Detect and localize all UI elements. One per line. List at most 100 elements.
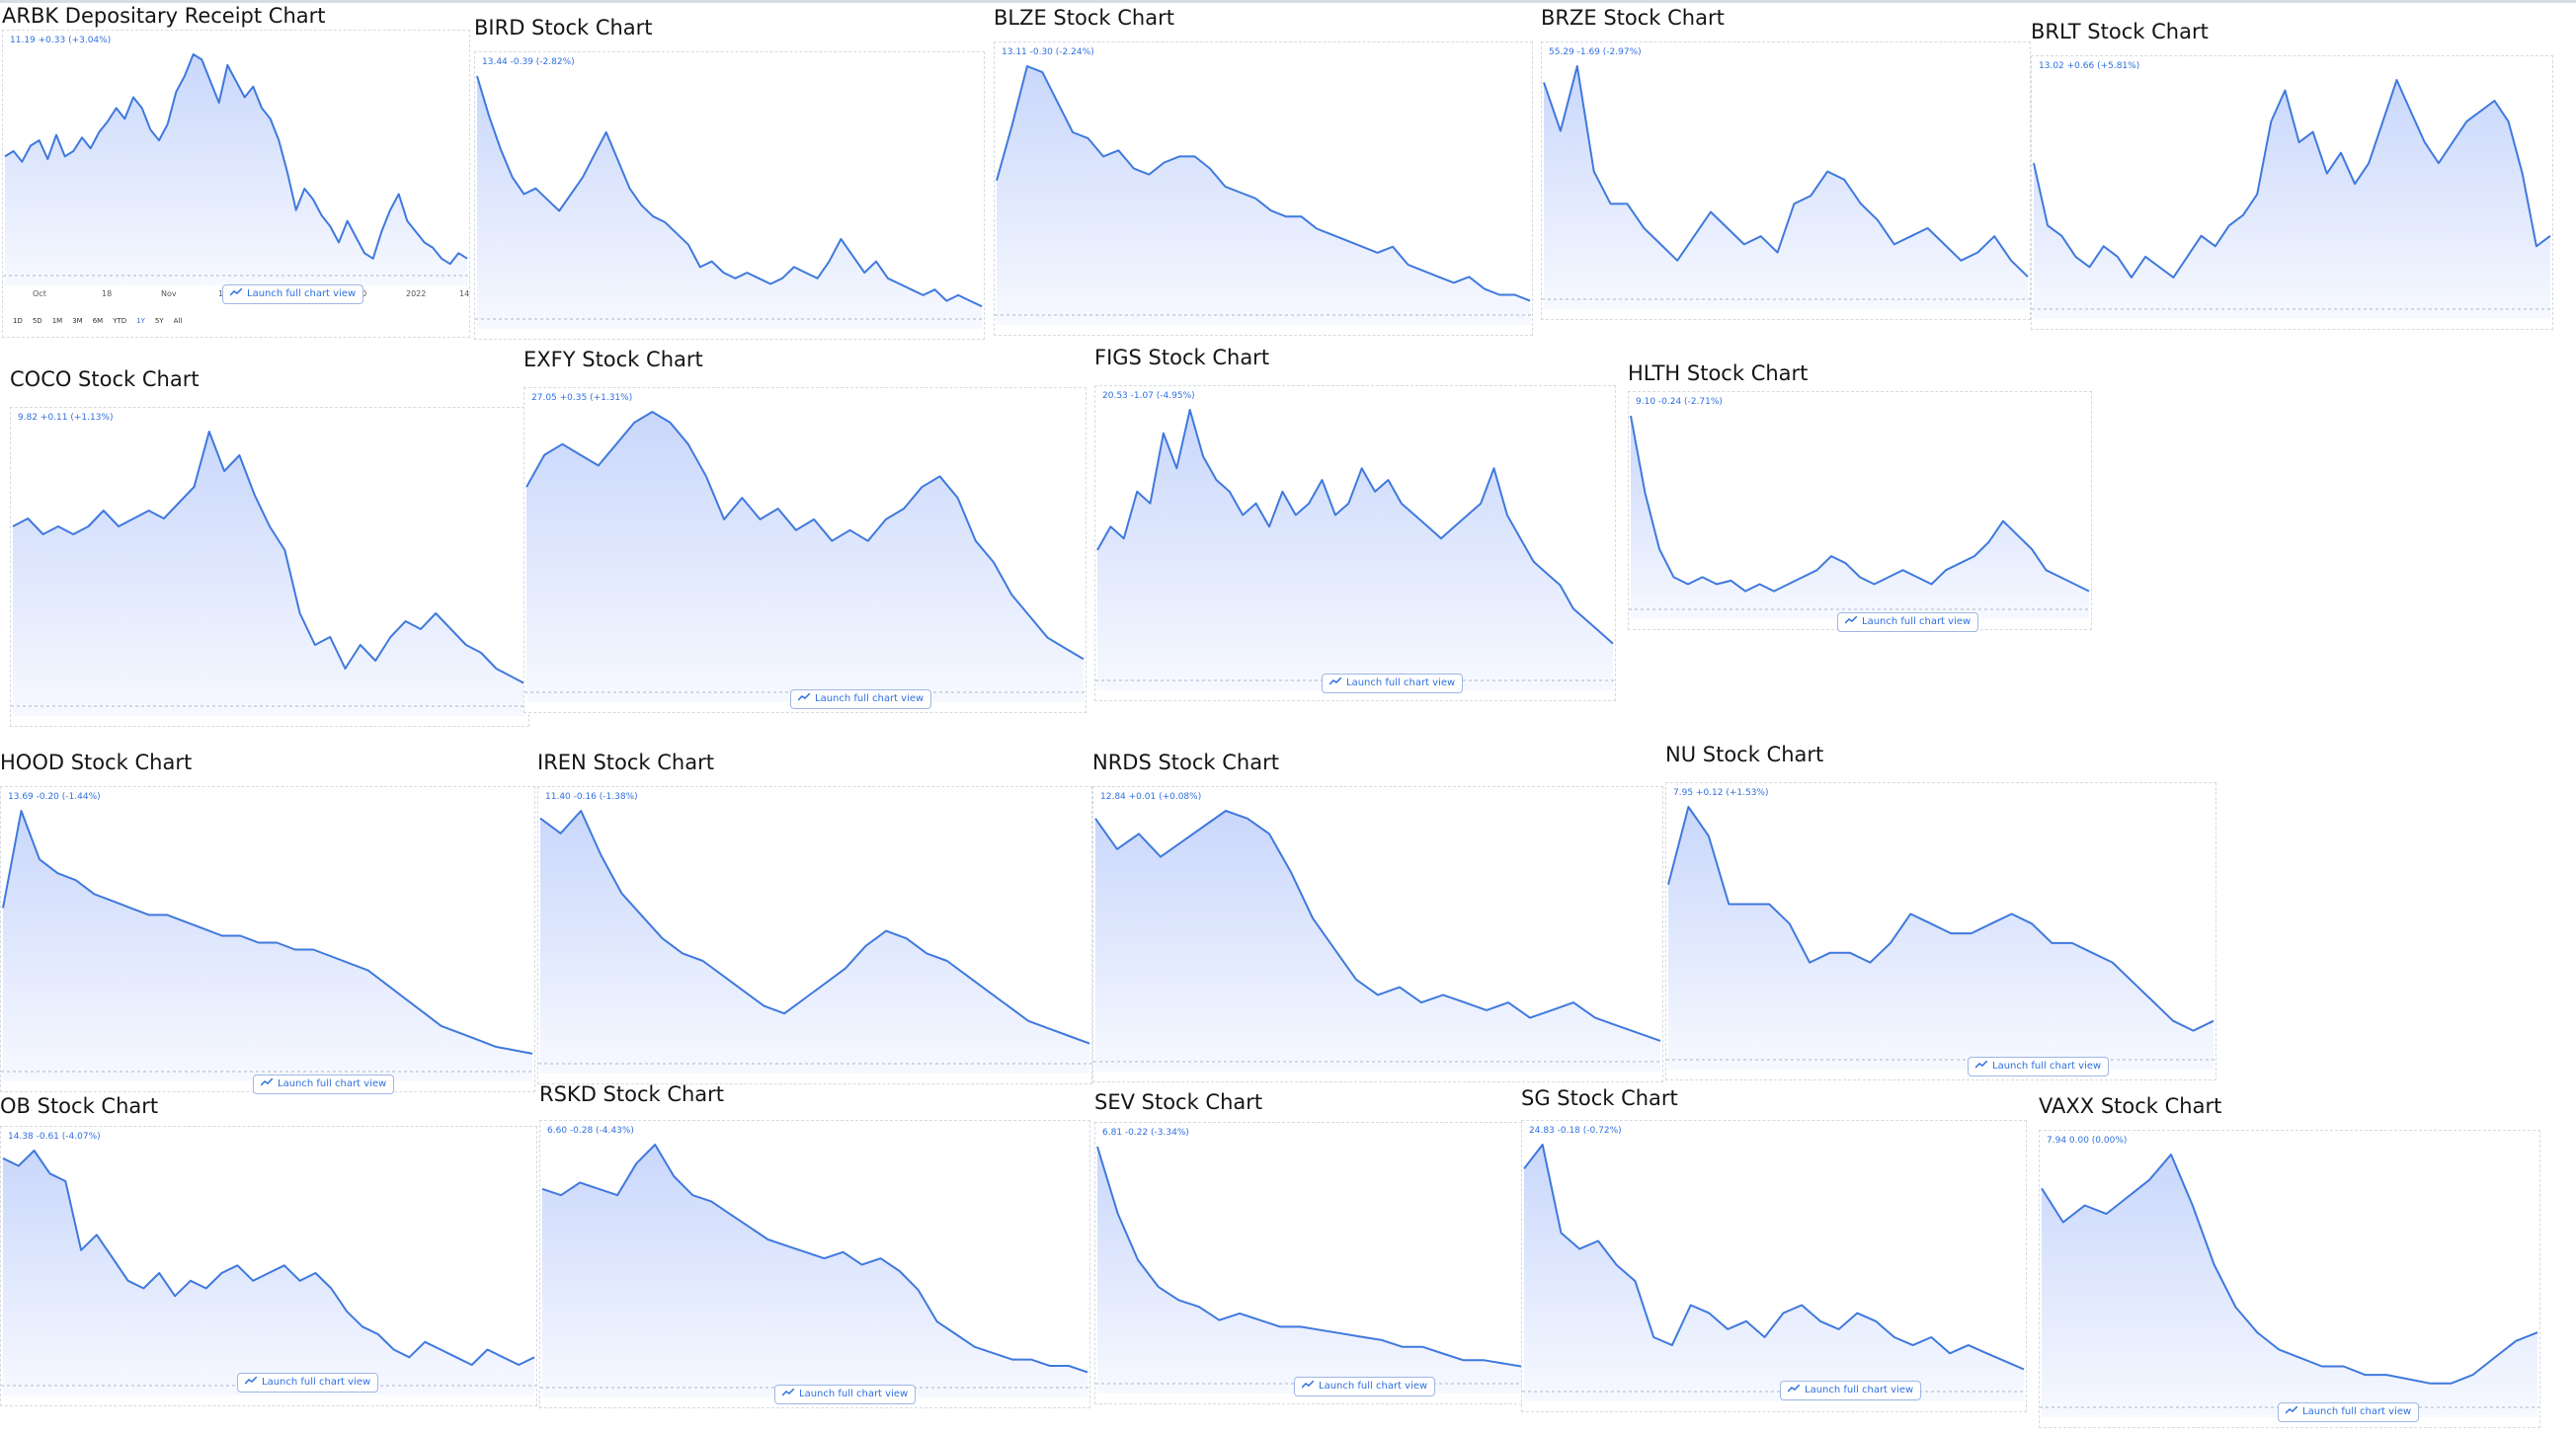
launch-full-chart-button[interactable]: Launch full chart view <box>1322 674 1464 693</box>
price-area-fill <box>540 811 1089 1074</box>
price-chart <box>524 411 1086 702</box>
chart-area[interactable]: 6.60 -0.28 (-4.43%) <box>539 1120 1090 1408</box>
price-line <box>996 65 1531 302</box>
launch-button-label: Launch full chart view <box>1346 677 1456 688</box>
price-area-fill <box>1095 811 1660 1072</box>
price-quote: 55.29 -1.69 (-2.97%) <box>1549 47 1642 57</box>
price-chart <box>2040 1154 2539 1417</box>
price-quote: 12.84 +0.01 (+0.08%) <box>1100 792 1202 802</box>
price-quote: 13.44 -0.39 (-2.82%) <box>482 57 575 67</box>
chart-title: SG Stock Chart <box>1521 1086 1678 1110</box>
price-area-fill <box>1097 1147 1524 1394</box>
range-selector: 1D 5D 1M 3M 6M YTD 1Y 5Y All <box>13 317 192 325</box>
price-quote: 24.83 -0.18 (-0.72%) <box>1529 1126 1622 1136</box>
launch-button-label: Launch full chart view <box>799 1389 909 1399</box>
price-area-fill <box>1668 807 2214 1070</box>
price-area-fill <box>1097 410 1613 690</box>
chart-area[interactable]: 12.84 +0.01 (+0.08%) <box>1092 786 1663 1082</box>
range-button-3m[interactable]: 3M <box>72 317 83 325</box>
range-button-5y[interactable]: 5Y <box>154 317 164 325</box>
chart-title: HOOD Stock Chart <box>0 751 193 774</box>
price-chart <box>1095 409 1615 690</box>
price-area-fill <box>2042 1155 2537 1417</box>
chart-area[interactable]: 7.95 +0.12 (+1.53%) <box>1665 782 2216 1080</box>
chart-area[interactable]: 9.82 +0.11 (+1.13%) <box>10 407 529 727</box>
price-line <box>2041 1154 2538 1385</box>
launch-full-chart-button[interactable]: Launch full chart view <box>1780 1381 1922 1400</box>
launch-full-chart-button[interactable]: Launch full chart view <box>1294 1377 1436 1396</box>
chart-area[interactable]: 55.29 -1.69 (-2.97%) <box>1541 41 2031 320</box>
price-line <box>1523 1144 2025 1371</box>
chart-area[interactable]: 13.02 +0.66 (+5.81%) <box>2031 55 2553 330</box>
price-line <box>1096 1146 1525 1368</box>
chart-area[interactable]: 11.19 +0.33 (+3.04%)Oct18Nov15Dec2020221… <box>2 30 470 338</box>
range-button-all[interactable]: All <box>173 317 183 325</box>
chart-title: ARBK Depositary Receipt Chart <box>2 4 326 28</box>
range-button-1y[interactable]: 1Y <box>136 317 145 325</box>
price-area-fill <box>1544 66 2028 309</box>
launch-full-chart-button[interactable]: Launch full chart view <box>1837 612 1979 632</box>
chart-area[interactable]: 13.11 -0.30 (-2.24%) <box>994 41 1533 336</box>
x-tick-label: 14 <box>459 289 470 298</box>
range-button-ytd[interactable]: YTD <box>113 317 127 325</box>
launch-full-chart-button[interactable]: Launch full chart view <box>237 1373 379 1393</box>
price-area-fill <box>997 66 1530 325</box>
price-area-fill <box>2034 80 2550 319</box>
chart-title: NRDS Stock Chart <box>1092 751 1279 774</box>
range-button-5d[interactable]: 5D <box>32 317 42 325</box>
x-tick-label: 2022 <box>406 289 427 298</box>
chart-title: IREN Stock Chart <box>537 751 714 774</box>
chart-area[interactable]: 24.83 -0.18 (-0.72%) <box>1521 1120 2027 1412</box>
price-chart <box>995 65 1532 325</box>
chart-title: BRLT Stock Chart <box>2031 20 2209 43</box>
chart-title: HLTH Stock Chart <box>1628 361 1809 385</box>
chart-area[interactable]: 7.94 0.00 (0.00%) <box>2039 1130 2540 1428</box>
trend-line-icon <box>781 1388 795 1401</box>
launch-button-label: Launch full chart view <box>815 693 925 704</box>
price-line <box>2 810 533 1055</box>
chart-area[interactable]: 6.81 -0.22 (-3.34%) <box>1094 1122 1527 1404</box>
chart-title: BIRD Stock Chart <box>474 16 653 40</box>
x-tick-label: Nov <box>161 289 177 298</box>
price-line <box>539 810 1090 1045</box>
trend-line-icon <box>229 287 243 301</box>
price-chart <box>1542 65 2030 309</box>
price-chart <box>3 53 469 285</box>
chart-title: SEV Stock Chart <box>1094 1090 1263 1114</box>
trend-line-icon <box>1301 1380 1315 1394</box>
chart-area[interactable]: 9.10 -0.24 (-2.71%) <box>1628 391 2092 630</box>
top-divider <box>0 0 2576 3</box>
launch-full-chart-button[interactable]: Launch full chart view <box>2278 1402 2420 1422</box>
price-line <box>2 1150 535 1366</box>
price-line <box>2033 79 2551 279</box>
launch-full-chart-button[interactable]: Launch full chart view <box>253 1075 395 1094</box>
launch-full-chart-button[interactable]: Launch full chart view <box>1968 1057 2110 1076</box>
price-chart <box>1522 1144 2026 1401</box>
range-button-1m[interactable]: 1M <box>51 317 63 325</box>
chart-area[interactable]: 13.69 -0.20 (-1.44%) <box>0 786 535 1092</box>
chart-area[interactable]: 11.40 -0.16 (-1.38%) <box>537 786 1092 1084</box>
chart-area[interactable]: 14.38 -0.61 (-4.07%) <box>0 1126 537 1406</box>
chart-area[interactable]: 20.53 -1.07 (-4.95%) <box>1094 385 1616 701</box>
x-tick-label: 18 <box>102 289 113 298</box>
chart-area[interactable]: 27.05 +0.35 (+1.31%) <box>523 387 1087 713</box>
range-button-6m[interactable]: 6M <box>92 317 104 325</box>
launch-full-chart-button[interactable]: Launch full chart view <box>790 689 932 709</box>
trend-line-icon <box>1844 615 1858 629</box>
price-chart <box>1 810 534 1081</box>
launch-full-chart-button[interactable]: Launch full chart view <box>774 1385 917 1404</box>
chart-title: NU Stock Chart <box>1665 743 1824 766</box>
chart-area[interactable]: 13.44 -0.39 (-2.82%) <box>474 51 985 340</box>
launch-button-label: Launch full chart view <box>278 1078 387 1089</box>
x-tick-label: Oct <box>33 289 46 298</box>
price-area-fill <box>477 76 982 329</box>
price-quote: 13.69 -0.20 (-1.44%) <box>8 792 101 802</box>
launch-full-chart-button[interactable]: Launch full chart view <box>222 284 364 304</box>
price-area-fill <box>1631 416 2089 619</box>
range-button-1d[interactable]: 1D <box>13 317 23 325</box>
price-quote: 13.11 -0.30 (-2.24%) <box>1002 47 1094 57</box>
price-line <box>525 411 1085 661</box>
price-quote: 11.19 +0.33 (+3.04%) <box>10 36 112 45</box>
chart-title: FIGS Stock Chart <box>1094 346 1270 369</box>
price-chart <box>1093 810 1662 1072</box>
